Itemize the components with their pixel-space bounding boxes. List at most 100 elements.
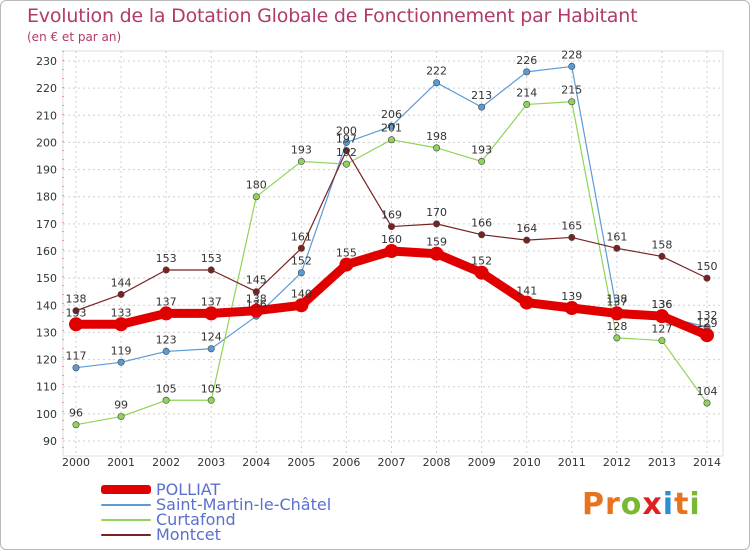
legend-swatch — [101, 485, 151, 494]
data-label: 132 — [697, 309, 718, 322]
data-label: 159 — [426, 236, 447, 249]
x-tick-label: 2007 — [378, 456, 406, 469]
data-point — [429, 246, 444, 261]
data-point — [207, 345, 215, 353]
legend-label: POLLIAT — [156, 480, 221, 499]
data-point — [297, 244, 305, 252]
data-label: 161 — [606, 230, 627, 243]
data-label: 144 — [111, 276, 132, 289]
data-point — [474, 265, 489, 280]
data-label: 138 — [66, 293, 87, 306]
data-point — [162, 266, 170, 274]
y-tick-label: 90 — [43, 435, 57, 448]
data-point — [69, 317, 83, 332]
data-label: 137 — [156, 295, 177, 308]
data-label: 104 — [697, 385, 718, 398]
data-label: 133 — [66, 306, 87, 319]
y-tick-label: 120 — [36, 354, 57, 367]
data-label: 170 — [426, 206, 447, 219]
data-label: 129 — [697, 317, 718, 330]
data-point — [207, 396, 215, 404]
x-tick-label: 2003 — [197, 456, 225, 469]
data-point — [297, 157, 305, 165]
y-tick-label: 150 — [36, 272, 57, 285]
x-tick-label: 2004 — [242, 456, 270, 469]
data-label: 228 — [561, 48, 582, 61]
y-tick-label: 210 — [36, 109, 57, 122]
data-point — [72, 364, 80, 372]
data-label: 222 — [426, 65, 447, 78]
data-label: 152 — [471, 255, 492, 268]
logo-letter: x — [642, 487, 663, 522]
data-label: 161 — [291, 230, 312, 243]
y-tick-label: 190 — [36, 164, 57, 177]
data-label: 155 — [336, 247, 357, 260]
data-point — [117, 413, 125, 421]
data-label: 96 — [69, 407, 83, 420]
data-point — [568, 233, 576, 241]
data-point — [162, 347, 170, 355]
x-tick-label: 2008 — [423, 456, 451, 469]
data-label: 145 — [246, 274, 267, 287]
data-label: 164 — [516, 222, 537, 235]
x-tick-label: 2010 — [513, 456, 541, 469]
y-tick-label: 160 — [36, 245, 57, 258]
x-tick-label: 2012 — [603, 456, 631, 469]
legend-swatch — [101, 503, 151, 506]
x-tick-label: 2001 — [107, 456, 135, 469]
legend-item: Curtafond — [101, 510, 331, 529]
y-tick-label: 220 — [36, 82, 57, 95]
data-label: 206 — [381, 108, 402, 121]
data-label: 193 — [471, 143, 492, 156]
data-label: 128 — [606, 320, 627, 333]
data-point — [700, 328, 714, 343]
data-point — [117, 290, 125, 298]
data-label: 160 — [381, 233, 402, 246]
data-label: 166 — [471, 217, 492, 230]
data-point — [658, 252, 666, 260]
data-point — [117, 358, 125, 366]
data-point — [207, 266, 215, 274]
data-label: 136 — [246, 298, 267, 311]
data-point — [342, 138, 350, 146]
chart-title: Evolution de la Dotation Globale de Fonc… — [27, 5, 638, 27]
data-label: 139 — [561, 290, 582, 303]
data-point — [342, 160, 350, 168]
legend-label: Curtafond — [156, 510, 236, 529]
data-point — [519, 295, 534, 310]
data-label: 193 — [291, 143, 312, 156]
data-point — [613, 244, 621, 252]
data-label: 133 — [111, 306, 132, 319]
data-label: 198 — [426, 130, 447, 143]
data-label: 138 — [606, 293, 627, 306]
y-tick-label: 110 — [36, 381, 57, 394]
y-tick-label: 140 — [36, 299, 57, 312]
chart-legend: POLLIAT Saint-Martin-le-Châtel Curtafond Mo… — [101, 480, 331, 544]
legend-item: POLLIAT — [101, 480, 331, 499]
data-point — [654, 309, 669, 324]
data-point — [72, 421, 80, 429]
data-point — [342, 147, 350, 155]
data-point — [249, 303, 264, 318]
data-label: 150 — [697, 260, 718, 273]
data-point — [478, 231, 486, 239]
data-label: 141 — [516, 285, 537, 298]
data-label: 117 — [66, 350, 87, 363]
data-point — [433, 220, 441, 228]
data-label: 169 — [381, 209, 402, 222]
data-point — [613, 334, 621, 342]
data-point — [568, 62, 576, 70]
y-tick-label: 230 — [36, 55, 57, 68]
y-tick-label: 180 — [36, 191, 57, 204]
data-label: 226 — [516, 54, 537, 67]
data-label: 192 — [336, 146, 357, 159]
data-label: 214 — [516, 86, 537, 99]
data-point — [478, 103, 486, 111]
chart-subtitle: (en € et par an) — [27, 30, 122, 44]
data-point — [387, 136, 395, 144]
data-point — [72, 307, 80, 315]
data-point — [703, 399, 711, 407]
data-point — [159, 306, 174, 321]
data-label: 136 — [651, 298, 672, 311]
logo-letter: i — [689, 487, 701, 522]
